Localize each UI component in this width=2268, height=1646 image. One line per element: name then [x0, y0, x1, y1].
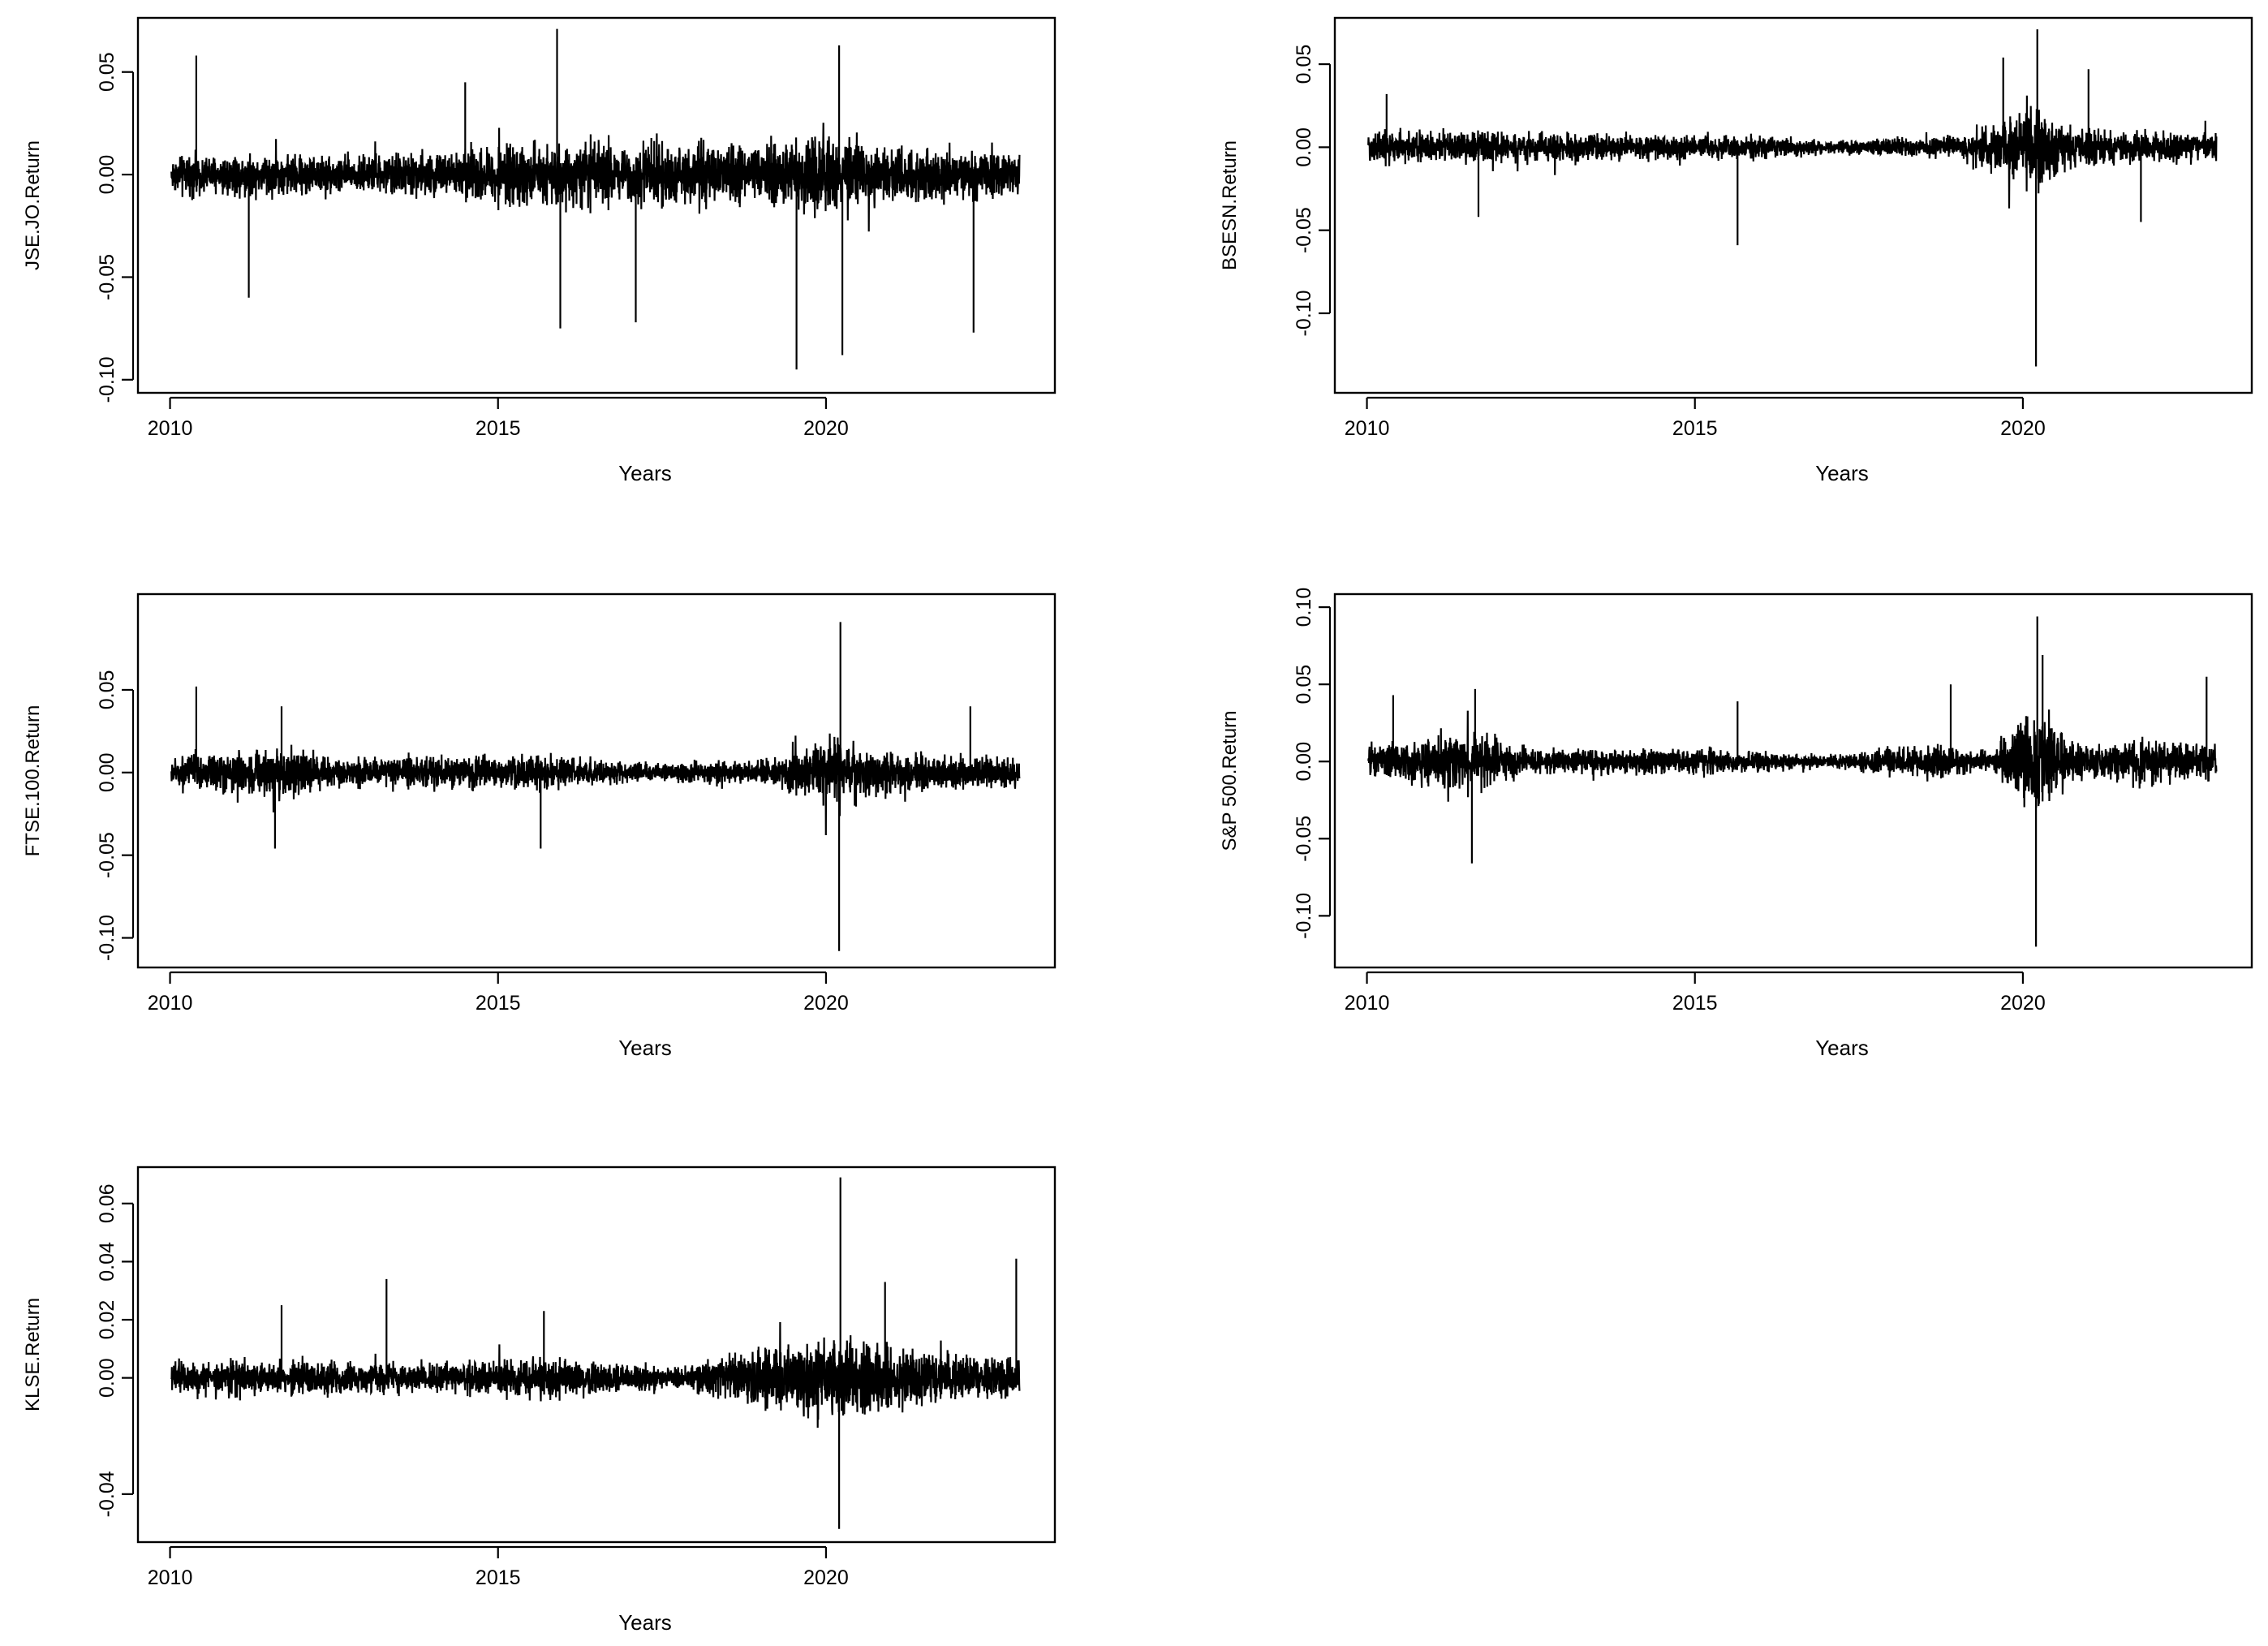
x-tick-label: 2015 — [1672, 992, 1718, 1015]
x-tick-label: 2010 — [148, 417, 193, 440]
x-tick-label: 2020 — [2000, 417, 2046, 440]
y-tick-label: 0.00 — [1293, 742, 1315, 782]
y-tick-label: 0.04 — [96, 1242, 118, 1282]
x-tick-label: 2010 — [1345, 992, 1390, 1015]
y-tick-label: 0.06 — [96, 1183, 118, 1223]
x-tick-label: 2010 — [148, 1566, 193, 1589]
y-tick-label: 0.00 — [96, 1358, 118, 1398]
chart-panel-2: 2010 2015 2020 -0.10 -0.05 0.00 0.05 Years BSESN… — [1219, 16, 2253, 485]
series-line — [1367, 29, 2218, 367]
x-axis-title: Years — [618, 1036, 672, 1060]
chart-panel-1: 2010 2015 2020 -0.10 -0.05 0.00 0.05 Years JSE.J… — [22, 16, 1057, 485]
x-axis-title: Years — [618, 1610, 672, 1635]
plot-frame — [136, 592, 1057, 969]
y-tick-label: -0.10 — [96, 356, 118, 403]
y-tick-label: 0.05 — [1293, 45, 1315, 84]
y-axis-title: S&P 500.Return — [1219, 710, 1241, 851]
x-tick-label: 2010 — [148, 992, 193, 1015]
x-tick-label: 2015 — [476, 992, 521, 1015]
chart-panel-4: 2010 2015 2020 -0.10 -0.05 0.00 0.05 0.10 Years S… — [1219, 588, 2253, 1060]
y-tick-label: 0.05 — [96, 52, 118, 92]
y-tick-label: 0.05 — [96, 670, 118, 710]
y-tick-label: -0.05 — [1293, 207, 1315, 253]
y-tick-label: 0.00 — [96, 155, 118, 195]
x-tick-label: 2020 — [803, 992, 849, 1015]
x-tick-label: 2020 — [2000, 992, 2046, 1015]
y-tick-label: -0.05 — [96, 832, 118, 878]
x-axis-title: Years — [1815, 1036, 1869, 1060]
y-tick-label: 0.00 — [1293, 127, 1315, 167]
x-axis-title: Years — [1815, 461, 1869, 485]
plot-frame — [136, 1166, 1057, 1544]
x-tick-label: 2015 — [1672, 417, 1718, 440]
y-tick-label: -0.10 — [1293, 290, 1315, 336]
y-tick-label: 0.10 — [1293, 588, 1315, 627]
y-tick-label: -0.05 — [1293, 816, 1315, 862]
y-axis-title: BSESN.Return — [1219, 140, 1241, 270]
y-tick-label: -0.05 — [96, 254, 118, 300]
x-tick-label: 2015 — [476, 1566, 521, 1589]
series-line — [170, 28, 1021, 370]
x-tick-label: 2010 — [1345, 417, 1390, 440]
series-line — [170, 1177, 1021, 1529]
x-axis-title: Years — [618, 461, 672, 485]
y-tick-label: -0.10 — [1293, 893, 1315, 939]
chart-panel-3: 2010 2015 2020 -0.10 -0.05 0.00 0.05 Years FTSE.… — [22, 592, 1057, 1060]
y-tick-label: -0.10 — [96, 915, 118, 961]
y-axis-title: FTSE.100.Return — [22, 705, 44, 857]
y-tick-label: 0.05 — [1293, 665, 1315, 705]
x-tick-label: 2020 — [803, 417, 849, 440]
y-tick-label: 0.02 — [96, 1300, 118, 1340]
x-tick-label: 2015 — [476, 417, 521, 440]
plot-frame — [136, 16, 1057, 394]
x-tick-label: 2020 — [803, 1566, 849, 1589]
series-line — [1367, 616, 2218, 947]
y-axis-title: KLSE.Return — [22, 1298, 44, 1411]
series-line — [170, 622, 1021, 951]
y-tick-label: -0.04 — [96, 1471, 118, 1517]
chart-panel-5: 2010 2015 2020 -0.04 0.00 0.02 0.04 0.06 Years KL… — [22, 1166, 1057, 1635]
y-axis-title: JSE.JO.Return — [22, 140, 44, 270]
y-tick-label: 0.00 — [96, 752, 118, 792]
plot-frame — [1333, 592, 2253, 969]
plot-frame — [1333, 16, 2253, 394]
